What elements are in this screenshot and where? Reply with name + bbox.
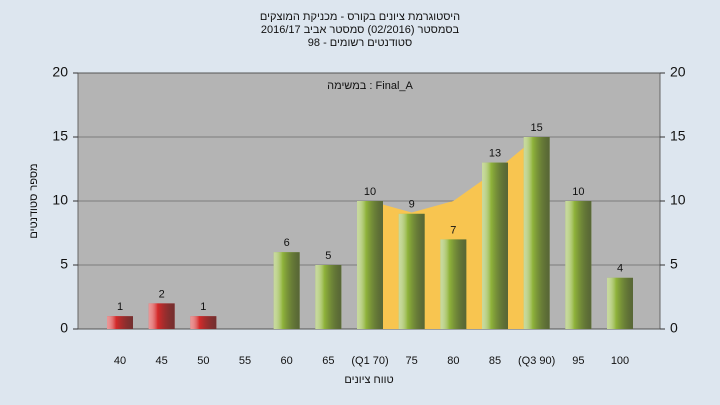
y-tick-label: 10 [52, 192, 68, 208]
x-tick-label: 85 [489, 355, 501, 367]
y2-tick-label: 10 [670, 192, 686, 208]
value-label: 10 [364, 186, 376, 198]
y-tick-label: 0 [60, 320, 68, 336]
y2-tick-label: 15 [670, 128, 686, 144]
x-tick-label: 75 [406, 355, 418, 367]
bar-shade [190, 316, 217, 329]
value-label: 5 [325, 250, 331, 262]
x-tick-label: 95 [572, 355, 584, 367]
y2-tick-label: 0 [670, 320, 678, 336]
bar-shade [273, 252, 300, 329]
x-tick-label: (Q1 70) [351, 355, 388, 367]
x-tick-label: 80 [447, 355, 459, 367]
bar-shade [148, 303, 175, 329]
value-label: 9 [409, 199, 415, 211]
y2-tick-label: 20 [670, 64, 686, 80]
y-tick-label: 5 [60, 256, 68, 272]
bar-shade [398, 213, 425, 329]
bar-shade [357, 201, 383, 329]
value-label: 7 [450, 224, 456, 236]
value-label: 6 [284, 237, 290, 249]
x-tick-label: 60 [281, 355, 293, 367]
value-label: 4 [617, 263, 623, 275]
chart-title: היסטוגרמת ציונים בקורס - מכניקת המוצקים [260, 11, 460, 23]
x-tick-label: 40 [114, 355, 126, 367]
y-axis-label: מספר סטודנטים [28, 163, 40, 238]
value-label: 1 [117, 301, 123, 313]
bar-shade [315, 265, 342, 329]
bar-shade [607, 277, 633, 329]
x-tick-label: 50 [197, 355, 209, 367]
y-tick-label: 20 [52, 64, 68, 80]
value-label: 13 [489, 148, 501, 160]
chart-subtitle: בסמסטר (02/2016) סמסטר אביב 2016/17 [261, 24, 460, 36]
x-tick-label: 45 [156, 355, 168, 367]
value-label: 10 [572, 186, 584, 198]
bar-shade [482, 162, 508, 329]
x-tick-label: (Q3 90) [518, 355, 555, 367]
chart-subtitle: סטודנטים רשומים - 98 [308, 37, 412, 49]
annotation: במשימה : Final_A [327, 80, 413, 92]
bar-shade [523, 137, 550, 329]
x-tick-label: 55 [239, 355, 251, 367]
x-tick-label: 100 [611, 355, 629, 367]
y2-tick-label: 5 [670, 256, 678, 272]
bar-shade [107, 316, 133, 329]
value-label: 2 [159, 288, 165, 300]
bar-shade [440, 239, 467, 329]
x-tick-label: 65 [322, 355, 334, 367]
value-label: 15 [531, 122, 543, 134]
value-label: 1 [200, 301, 206, 313]
y-tick-label: 15 [52, 128, 68, 144]
bar-shade [565, 201, 592, 329]
x-axis-label: טווח ציונים [344, 374, 393, 386]
